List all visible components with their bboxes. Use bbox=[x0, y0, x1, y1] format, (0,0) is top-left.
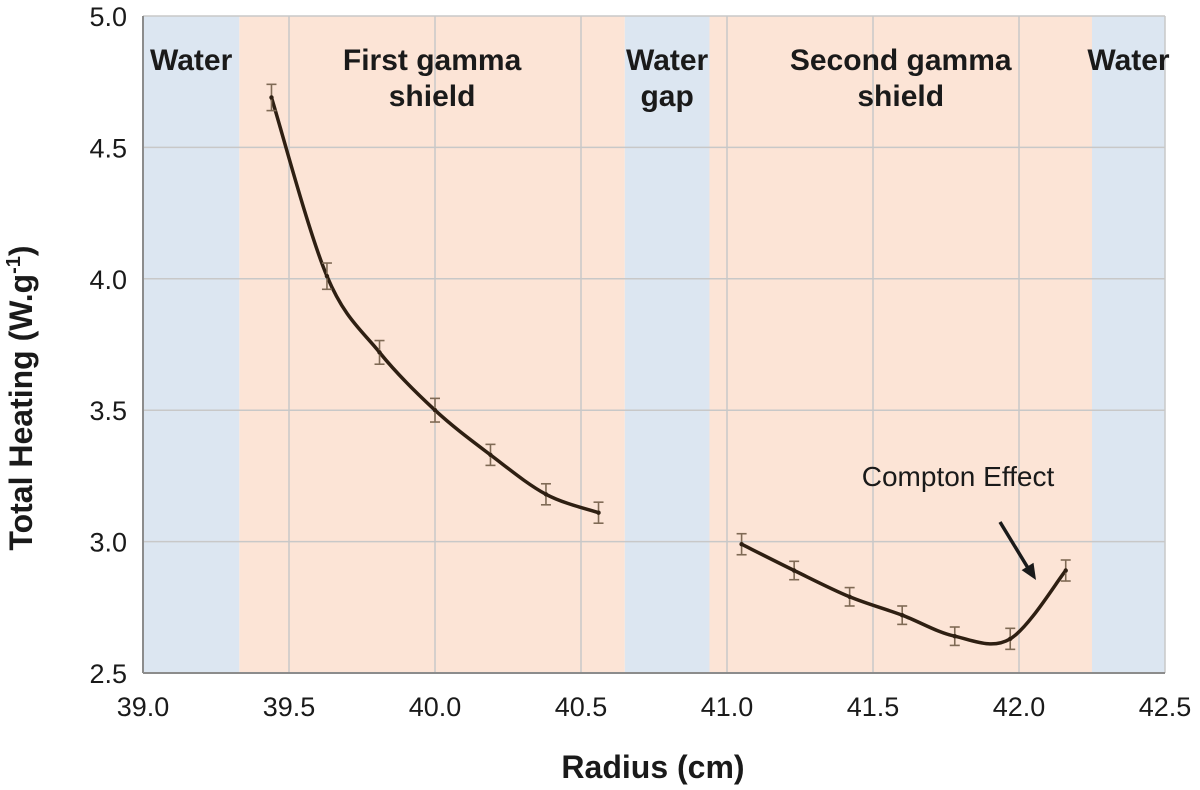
x-tick-label: 40.5 bbox=[555, 692, 608, 722]
y-tick-label: 2.5 bbox=[89, 659, 127, 689]
data-point bbox=[791, 568, 797, 573]
region-label-3-0: Second gamma bbox=[790, 44, 1012, 77]
data-point bbox=[488, 452, 493, 458]
data-point bbox=[543, 492, 549, 497]
region-label-2-1: gap bbox=[640, 80, 693, 113]
y-axis-title: Total Heating (W.g-1) bbox=[3, 245, 39, 550]
y-tick-label: 3.5 bbox=[89, 396, 127, 426]
annotation-compton-effect: Compton Effect bbox=[862, 461, 1055, 492]
region-band-1 bbox=[239, 16, 625, 673]
region-label-3-1: shield bbox=[857, 80, 944, 113]
x-tick-label: 39.0 bbox=[117, 692, 170, 722]
data-point bbox=[432, 408, 438, 413]
region-band-4 bbox=[1092, 16, 1165, 673]
y-axis-title-sup: -1 bbox=[3, 256, 25, 274]
x-tick-label: 40.0 bbox=[409, 692, 462, 722]
data-point bbox=[1008, 636, 1013, 642]
x-tick-label: 41.0 bbox=[701, 692, 754, 722]
y-axis-title-main: Total Heating (W.g bbox=[3, 274, 39, 551]
series-layer bbox=[266, 83, 1071, 651]
annotation-arrowhead bbox=[1021, 562, 1036, 580]
data-point bbox=[269, 95, 274, 100]
series-line-0 bbox=[269, 96, 600, 515]
data-point bbox=[324, 273, 330, 279]
region-label-1-1: shield bbox=[389, 80, 476, 113]
region-label-1-0: First gamma bbox=[343, 44, 522, 77]
region-label-4-0: Water bbox=[1087, 44, 1170, 77]
y-tick-label: 4.0 bbox=[89, 265, 127, 295]
region-band-3 bbox=[709, 16, 1092, 673]
regions-layer bbox=[143, 16, 1165, 673]
data-point bbox=[739, 542, 744, 547]
y-tick-label: 3.0 bbox=[89, 528, 127, 558]
data-point bbox=[596, 510, 601, 515]
region-label-0-0: Water bbox=[150, 44, 233, 77]
y-tick-label: 5.0 bbox=[89, 2, 127, 32]
x-tick-label: 39.5 bbox=[263, 692, 316, 722]
data-point bbox=[847, 594, 852, 599]
region-label-2-0: Water bbox=[626, 44, 709, 77]
x-axis-title: Radius (cm) bbox=[561, 749, 744, 785]
annotation-arrow bbox=[998, 521, 1030, 569]
region-band-2 bbox=[624, 16, 710, 673]
data-point bbox=[377, 350, 382, 355]
y-tick-label: 4.5 bbox=[89, 133, 127, 163]
data-point bbox=[900, 612, 905, 618]
y-axis-title-tail: ) bbox=[3, 245, 39, 256]
x-tick-label: 41.5 bbox=[847, 692, 900, 722]
x-tick-label: 42.0 bbox=[993, 692, 1046, 722]
data-point bbox=[1063, 568, 1068, 573]
data-point bbox=[952, 634, 957, 639]
region-band-0 bbox=[143, 16, 240, 673]
x-tick-label: 42.5 bbox=[1139, 692, 1192, 722]
axes-layer: 39.0 39.5 40.0 40.5 41.0 41.5 42.0 42.5 2.5 3.0 3.… bbox=[89, 2, 1191, 722]
